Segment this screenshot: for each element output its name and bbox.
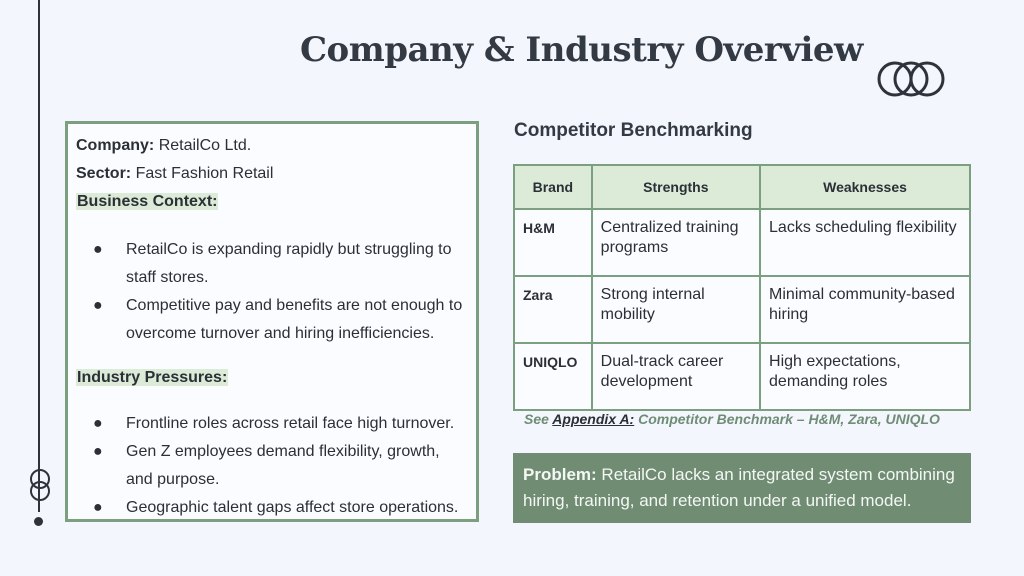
list-item: ● Competitive pay and benefits are not en… [76, 292, 468, 348]
bullet-icon: ● [93, 241, 103, 258]
bullet-icon: ● [93, 499, 103, 516]
table-row: UNIQLO Dual-track career development Hig… [513, 342, 971, 411]
brand-cell: Zara [513, 275, 593, 344]
problem-label: Problem: [523, 465, 597, 484]
sector-value: Fast Fashion Retail [135, 165, 274, 182]
table-header-row: Brand Strengths Weaknesses [513, 164, 971, 210]
weaknesses-cell: Minimal community-based hiring [759, 275, 971, 344]
left-rail-line [38, 0, 40, 512]
business-context-list: ● RetailCo is expanding rapidly but strug… [76, 236, 468, 348]
table-row: Zara Strong internal mobility Minimal co… [513, 275, 971, 344]
competitor-benchmark-table: Brand Strengths Weaknesses H&M Centraliz… [513, 164, 971, 411]
bullet-text: Gen Z employees demand flexibility, grow… [126, 443, 440, 488]
brand-cell: UNIQLO [513, 342, 593, 411]
brand-cell: H&M [513, 208, 593, 277]
bullet-text: Competitive pay and benefits are not eno… [126, 297, 463, 342]
appendix-see: See [524, 411, 549, 427]
list-item: ● Geographic talent gaps affect store ope… [76, 494, 468, 522]
bullet-text: Geographic talent gaps affect store oper… [126, 499, 459, 516]
business-context-heading: Business Context: [76, 193, 219, 210]
list-item: ● Gen Z employees demand flexibility, gro… [76, 438, 468, 494]
appendix-link[interactable]: Appendix A: [552, 411, 635, 427]
industry-pressures-heading: Industry Pressures: [76, 369, 229, 386]
appendix-reference: See Appendix A: Competitor Benchmark – H… [524, 411, 940, 427]
company-line: Company: RetailCo Ltd. [76, 132, 468, 160]
company-value: RetailCo Ltd. [158, 137, 252, 154]
strengths-cell: Strong internal mobility [590, 275, 762, 344]
page-title: Company & Industry Overview [300, 30, 863, 70]
appendix-text: Competitor Benchmark – H&M, Zara, UNIQLO [638, 411, 940, 427]
weaknesses-cell: High expectations, demanding roles [759, 342, 971, 411]
table-row: H&M Centralized training programs Lacks … [513, 208, 971, 277]
bullet-icon: ● [93, 443, 103, 460]
bullet-icon: ● [93, 297, 103, 314]
list-item: ● Frontline roles across retail face high… [76, 410, 468, 438]
problem-text: RetailCo lacks an integrated system comb… [523, 465, 955, 510]
industry-pressures-heading-row: Industry Pressures: [76, 364, 468, 392]
rail-dot [34, 517, 43, 526]
header-strengths: Strengths [590, 164, 762, 210]
strengths-cell: Centralized training programs [590, 208, 762, 277]
industry-pressures-list: ● Frontline roles across retail face high… [76, 410, 468, 522]
sector-line: Sector: Fast Fashion Retail [76, 160, 468, 188]
strengths-cell: Dual-track career development [590, 342, 762, 411]
problem-statement-box: Problem: RetailCo lacks an integrated sy… [513, 453, 971, 523]
header-weaknesses: Weaknesses [759, 164, 971, 210]
company-label: Company: [76, 137, 155, 154]
weaknesses-cell: Lacks scheduling flexibility [759, 208, 971, 277]
header-brand: Brand [513, 164, 593, 210]
benchmark-title: Competitor Benchmarking [514, 120, 753, 141]
interlocking-rings-icon [877, 61, 945, 97]
business-context-heading-row: Business Context: [76, 188, 468, 216]
bullet-icon: ● [93, 415, 103, 432]
sector-label: Sector: [76, 165, 132, 182]
list-item: ● RetailCo is expanding rapidly but strug… [76, 236, 468, 292]
rail-rings-icon [30, 469, 50, 501]
bullet-text: Frontline roles across retail face high … [126, 415, 455, 432]
bullet-text: RetailCo is expanding rapidly but strugg… [126, 241, 452, 286]
company-overview-card: Company: RetailCo Ltd. Sector: Fast Fash… [65, 121, 479, 522]
